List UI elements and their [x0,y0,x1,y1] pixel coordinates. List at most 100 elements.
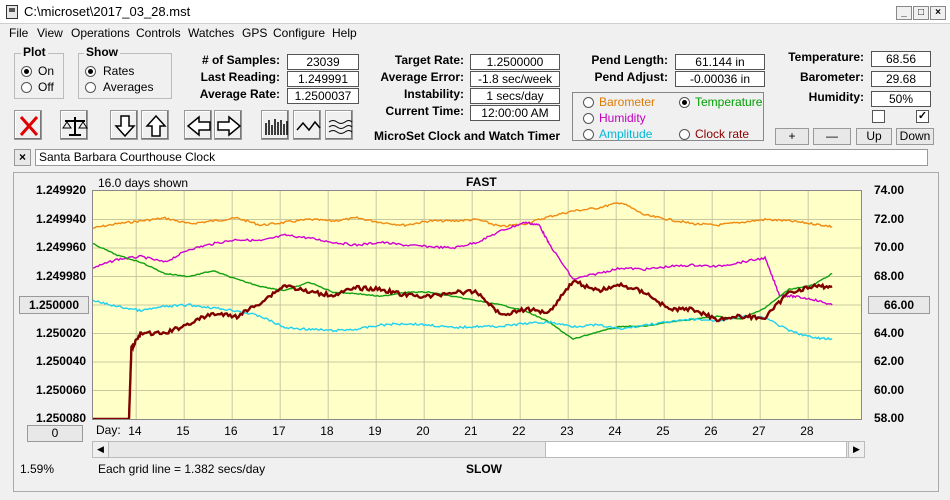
scroll-left-icon[interactable]: ◀ [93,442,109,457]
up-arrow-icon [145,114,167,137]
clear-button[interactable] [14,110,42,140]
temperature-radio[interactable] [679,97,690,108]
menu-file[interactable]: File [9,26,29,40]
avg-rate-field: 1.2500037 [287,88,359,104]
horizontal-scrollbar[interactable]: ◀ ▶ [92,441,865,458]
close-button[interactable]: × [930,6,946,20]
y-right-tick-label: 62.00 [874,354,905,368]
y-right-tick-label: 68.00 [874,268,905,283]
y-right-tick-label: 60.00 [874,382,905,397]
slow-label: SLOW [466,462,502,476]
balance-button[interactable] [60,110,88,140]
multi-wave-icon [328,120,353,134]
balance-scale-icon [62,117,88,136]
menu-configure[interactable]: Configure [273,26,326,40]
target-rate-field[interactable]: 1.2500000 [470,54,560,70]
temp-center-button[interactable]: 66.00 [868,296,930,314]
fast-label: FAST [466,175,497,189]
up-arrow-button[interactable] [141,110,169,140]
x-tick-label: 26 [704,424,718,438]
barometer-option-label: Barometer [599,95,656,109]
show-averages-label: Averages [103,80,154,94]
chart-plot [92,191,861,421]
menu-bar: File View Operations Controls Watches GP… [0,24,950,44]
scroll-right-icon[interactable]: ▶ [848,442,864,457]
show-rates-radio[interactable] [85,66,96,77]
rate-center-button[interactable]: 1.250000 [19,296,89,314]
y-left-tick-label: 1.249960 [35,240,86,254]
humidity-field: 50% [871,91,931,107]
menu-help[interactable]: Help [332,26,357,40]
days-shown-label: 16.0 days shown [98,176,189,190]
show-averages-radio[interactable] [85,82,96,93]
wave-graph-icon [296,120,321,132]
right-arrow-button[interactable] [214,110,242,140]
bar-graph-button[interactable] [261,110,289,140]
series-line-barometer [92,202,833,229]
y-left-tick-label: 1.250040 [35,354,86,368]
instability-field: 1 secs/day [470,88,560,104]
menu-watches[interactable]: Watches [188,26,235,40]
samples-field: 23039 [287,54,359,70]
sensor-selector [572,92,764,141]
minus-button[interactable]: — [813,128,851,145]
y-right-tick-label: 70.00 [874,240,905,254]
menu-gps[interactable]: GPS [242,26,268,40]
left-arrow-button[interactable] [184,110,212,140]
x-tick-label: 14 [128,424,142,438]
menu-controls[interactable]: Controls [136,26,181,40]
show-group [78,53,172,99]
barometer-radio[interactable] [583,97,594,108]
x-tick-label: 17 [272,424,286,438]
amplitude-radio[interactable] [583,129,594,140]
plot-on-radio[interactable] [21,66,32,77]
x-tick-label: 19 [368,424,382,438]
instability-label: Instability: [403,87,464,101]
target-rate-label: Target Rate: [394,53,464,67]
clock-rate-radio[interactable] [679,129,690,140]
x-tick-label: 18 [320,424,334,438]
y-left-tick-label: 1.250060 [35,382,86,397]
pend-adjust-label: Pend Adjust: [594,70,668,84]
y-left-tick-label: 1.250020 [35,325,86,340]
clock-name-field[interactable]: Santa Barbara Courthouse Clock [35,149,928,166]
x-tick-label: 22 [512,424,526,438]
avg-rate-label: Average Rate: [199,87,280,101]
close-clock-button[interactable]: × [14,149,31,166]
app-caption: MicroSet Clock and Watch Timer [374,129,561,143]
y-left-tick-label: 1.249980 [35,268,86,283]
humidity-radio[interactable] [583,113,594,124]
plus-button[interactable]: + [775,128,809,145]
wave-graph-button[interactable] [293,110,321,140]
maximize-button[interactable]: □ [913,6,929,20]
show-rates-label: Rates [103,64,135,78]
plot-area [92,190,862,421]
zero-button[interactable]: 0 [27,425,83,442]
y-left-tick-label: 1.250080 [35,411,86,425]
menu-operations[interactable]: Operations [71,26,130,40]
amplitude-option-label: Amplitude [599,127,653,141]
scroll-thumb[interactable] [545,442,847,457]
barometer-label: Barometer: [799,70,864,84]
down-button[interactable]: Down [896,128,934,145]
app-icon[interactable] [6,5,18,19]
pend-adjust-field[interactable]: -0.00036 in [675,71,765,87]
left-axis: 1.249920 1.249940 1.249960 1.249980 1.250000… [20,180,90,430]
plot-off-radio[interactable] [21,82,32,93]
pend-length-field[interactable]: 61.144 in [675,54,765,70]
y-left-tick-label: 1.249940 [35,211,86,226]
y-right-tick-label: 58.00 [874,411,905,425]
down-arrow-button[interactable] [110,110,138,140]
clock-rate-option-label: Clock rate [695,127,750,141]
up-button[interactable]: Up [856,128,892,145]
menu-view[interactable]: View [37,26,63,40]
humidity-checkbox-1[interactable] [872,110,885,123]
last-reading-label: Last Reading: [200,70,280,84]
series-line-temperature [92,242,833,341]
red-x-icon [19,116,39,136]
y-right-tick-label: 72.00 [874,211,905,226]
y-left-tick-label: 1.249920 [35,183,86,197]
multi-wave-button[interactable] [325,110,353,140]
minimize-button[interactable]: _ [896,6,912,20]
humidity-checkbox-2[interactable]: ✓ [916,110,929,123]
